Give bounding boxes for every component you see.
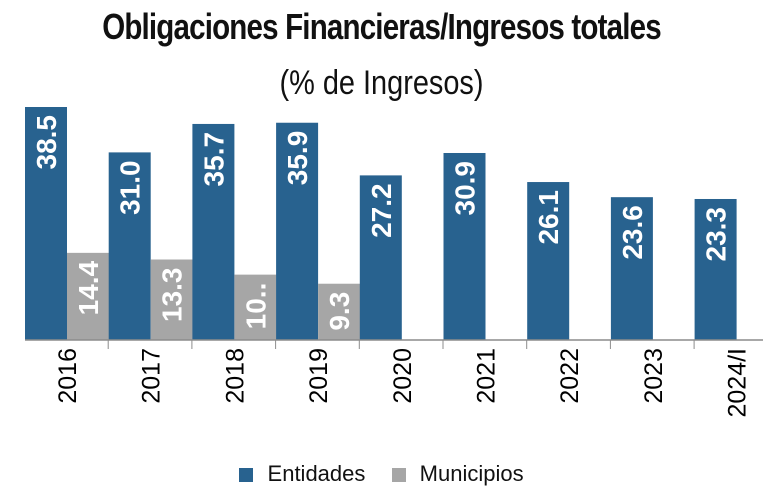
bar-entidades-2020: [359, 175, 402, 340]
x-tick-label-2018: 2018: [221, 348, 249, 404]
data-label-entidades-2018: 35.7: [198, 132, 229, 187]
bar-municipios-2016: [67, 252, 109, 340]
bar-municipios-2018: [234, 274, 277, 340]
x-tick-label-2017: 2017: [138, 348, 166, 404]
legend-swatch-municipios: [391, 468, 406, 483]
x-tick-label-2016: 2016: [54, 348, 82, 404]
x-tick-label-2022: 2022: [556, 348, 584, 404]
legend: Entidades Municipios: [0, 460, 763, 487]
data-label-municipios-2019: 9.3: [324, 292, 355, 331]
bar-entidades-2023: [610, 197, 653, 340]
chart-title: Obligaciones Financieras/Ingresos totale…: [102, 6, 661, 47]
x-tick-label-2023: 2023: [640, 348, 668, 404]
data-label-entidades-2024/I: 23.3: [701, 207, 732, 262]
x-tick-label-2019: 2019: [305, 348, 333, 404]
x-tick-label-2021: 2021: [473, 348, 501, 404]
bar-municipios-2017: [150, 259, 193, 340]
legend-item-entidades: Entidades: [239, 461, 365, 487]
data-label-entidades-2019: 35.9: [282, 131, 313, 186]
data-label-entidades-2022: 26.1: [533, 190, 564, 245]
bar-entidades-2018: [192, 123, 235, 340]
chart-subtitle: (% de Ingresos): [279, 64, 484, 102]
data-label-entidades-2020: 27.2: [366, 183, 397, 238]
data-label-municipios-2016: 14.4: [73, 260, 104, 315]
data-label-entidades-2023: 23.6: [617, 205, 648, 259]
bar-entidades-2024/I: [694, 198, 737, 340]
bar-entidades-2016: [25, 107, 67, 340]
x-tick-label-2020: 2020: [389, 348, 417, 404]
x-tick-label-2024/I: 2024/I: [724, 348, 752, 418]
bar-entidades-2017: [108, 152, 151, 340]
bar-municipios-2019: [318, 283, 361, 340]
data-label-entidades-2021: 30.9: [450, 161, 481, 216]
bar-entidades-2019: [276, 122, 319, 340]
legend-swatch-entidades: [239, 468, 254, 483]
bar-entidades-2021: [443, 152, 486, 340]
data-label-entidades-2017: 31.0: [115, 160, 146, 215]
data-label-municipios-2017: 13.3: [157, 268, 188, 323]
bar-entidades-2022: [527, 182, 570, 340]
legend-label-entidades: Entidades: [267, 461, 366, 487]
legend-label-municipios: Municipios: [419, 461, 524, 487]
data-label-entidades-2016: 38.5: [31, 115, 62, 170]
legend-item-municipios: Municipios: [391, 461, 524, 487]
data-label-municipios-2018: 10..: [240, 283, 271, 330]
